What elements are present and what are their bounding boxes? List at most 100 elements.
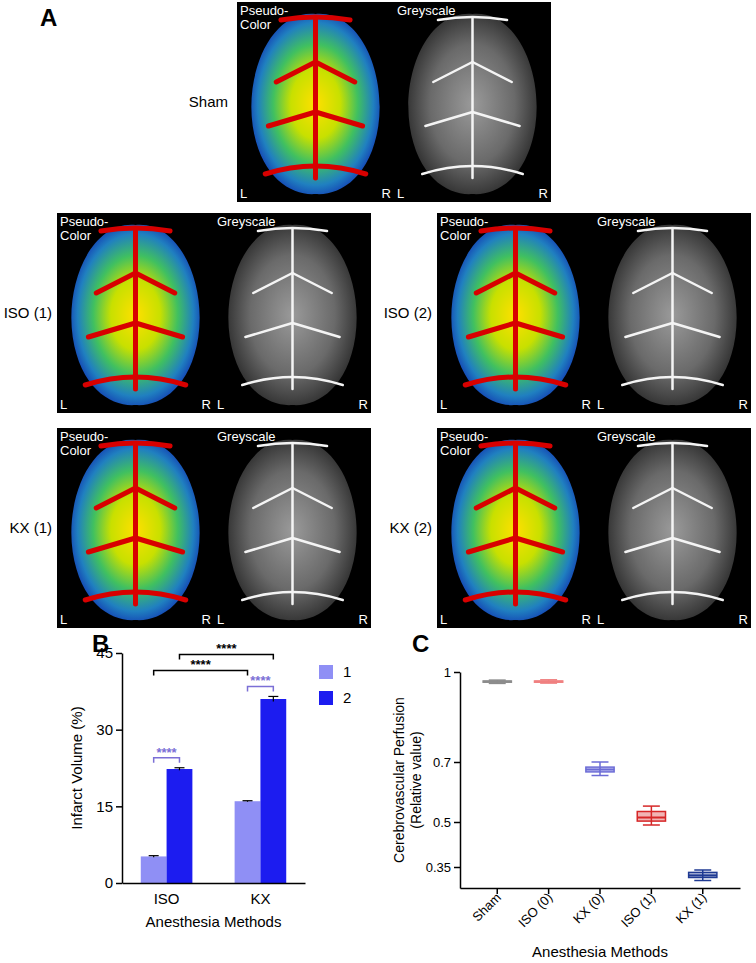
image-row-label: KX (2) <box>389 519 432 536</box>
x-tick: ISO (1) <box>618 888 658 930</box>
tick-label: 45 <box>96 644 113 661</box>
greyscale-image: GreyscaleLR <box>214 213 371 413</box>
axis-line <box>122 654 124 884</box>
median-line <box>586 769 614 771</box>
tick-label: 0.35 <box>426 860 451 875</box>
tick-mark <box>116 729 122 731</box>
tick-label: 15 <box>96 798 113 815</box>
plot-area <box>141 696 286 883</box>
vessel <box>253 488 292 508</box>
vessel <box>473 62 512 82</box>
error-bar <box>273 696 274 701</box>
vessel <box>136 323 183 337</box>
significance-label: **** <box>250 673 271 688</box>
significance-label: **** <box>190 657 211 672</box>
image-background <box>594 428 751 628</box>
plot-area <box>483 680 717 881</box>
brain-surface <box>71 440 199 620</box>
brain-surface <box>251 14 379 194</box>
error-cap <box>268 696 278 697</box>
image-row-label: ISO (1) <box>4 304 52 321</box>
vessel <box>633 488 672 508</box>
tick-mark <box>496 888 498 894</box>
vessel <box>622 377 722 385</box>
panel-label: A <box>40 4 57 31</box>
brain-surface <box>608 225 736 405</box>
vessel <box>476 488 515 508</box>
axis-title: (Relative value) <box>408 731 424 828</box>
brain-surface <box>228 440 356 620</box>
tick-mark <box>454 762 460 764</box>
panel-label: C <box>412 630 429 657</box>
vessel <box>673 323 720 337</box>
image-pair: Pseudo-ColorLRGreyscaleLR <box>57 213 371 413</box>
vessel <box>101 443 170 446</box>
side-label: L <box>60 397 67 412</box>
image-background <box>237 2 394 202</box>
side-label: R <box>202 612 211 627</box>
x-tick: Sham <box>469 888 504 924</box>
vessel <box>316 112 363 126</box>
tick-label: ISO (0) <box>515 890 555 930</box>
vessel <box>96 273 135 293</box>
vessel <box>468 538 515 552</box>
side-label: R <box>582 397 591 412</box>
figure: AShamPseudo-ColorLRGreyscaleLRISO (1)Pse… <box>0 0 756 963</box>
image-background <box>214 213 371 413</box>
side-label: L <box>217 397 224 412</box>
tick-label: 0.7 <box>433 755 451 770</box>
tick-label: 30 <box>96 721 113 738</box>
image-title: Greyscale <box>217 429 276 444</box>
legend-entry: 1 <box>319 663 351 680</box>
vessel <box>673 488 712 508</box>
whisker-cap <box>592 775 609 777</box>
side-label: L <box>240 186 247 201</box>
tick-label: KX <box>250 890 270 907</box>
vessel <box>516 273 555 293</box>
side-label: R <box>739 397 748 412</box>
image-title: Color <box>240 17 272 32</box>
vessel <box>671 444 674 604</box>
image-background <box>57 213 214 413</box>
bar <box>260 699 286 883</box>
pseudo-color-image: Pseudo-ColorLR <box>57 213 214 413</box>
vessel <box>245 323 292 337</box>
vessel <box>293 273 332 293</box>
image-title: Color <box>60 443 92 458</box>
y-tick: 30 <box>96 721 122 738</box>
axis-title: Cerebrovascular Perfusion <box>391 697 407 863</box>
vessel <box>425 112 472 126</box>
vessel <box>516 323 563 337</box>
image-title: Pseudo- <box>60 214 108 229</box>
tick-label: KX (1) <box>673 890 710 927</box>
image-title: Greyscale <box>597 214 656 229</box>
image-background <box>214 428 371 628</box>
vessel <box>673 538 720 552</box>
error-cap <box>149 855 159 856</box>
vessel <box>625 538 672 552</box>
image-title: Pseudo- <box>440 429 488 444</box>
axis-title: Anesthesia Methods <box>532 943 668 960</box>
x-tick: KX (0) <box>570 888 607 926</box>
vessel <box>513 229 518 389</box>
greyscale-image: GreyscaleLR <box>214 428 371 628</box>
bar <box>235 801 261 883</box>
vessel <box>633 273 672 293</box>
image-title: Color <box>60 228 92 243</box>
x-tick: KX (1) <box>673 888 710 926</box>
vessel <box>245 538 292 552</box>
side-label: R <box>382 186 391 201</box>
y-tick: 15 <box>96 798 122 815</box>
bar <box>141 856 167 883</box>
error-cap <box>243 800 253 801</box>
vessel <box>625 323 672 337</box>
side-label: R <box>539 186 548 201</box>
side-label: L <box>60 612 67 627</box>
tick-mark <box>116 806 122 808</box>
image-background <box>57 428 214 628</box>
vessel <box>293 323 340 337</box>
greyscale-image: GreyscaleLR <box>394 2 551 202</box>
brain-surface <box>408 14 536 194</box>
vessel <box>622 592 722 600</box>
brain-surface <box>228 225 356 405</box>
